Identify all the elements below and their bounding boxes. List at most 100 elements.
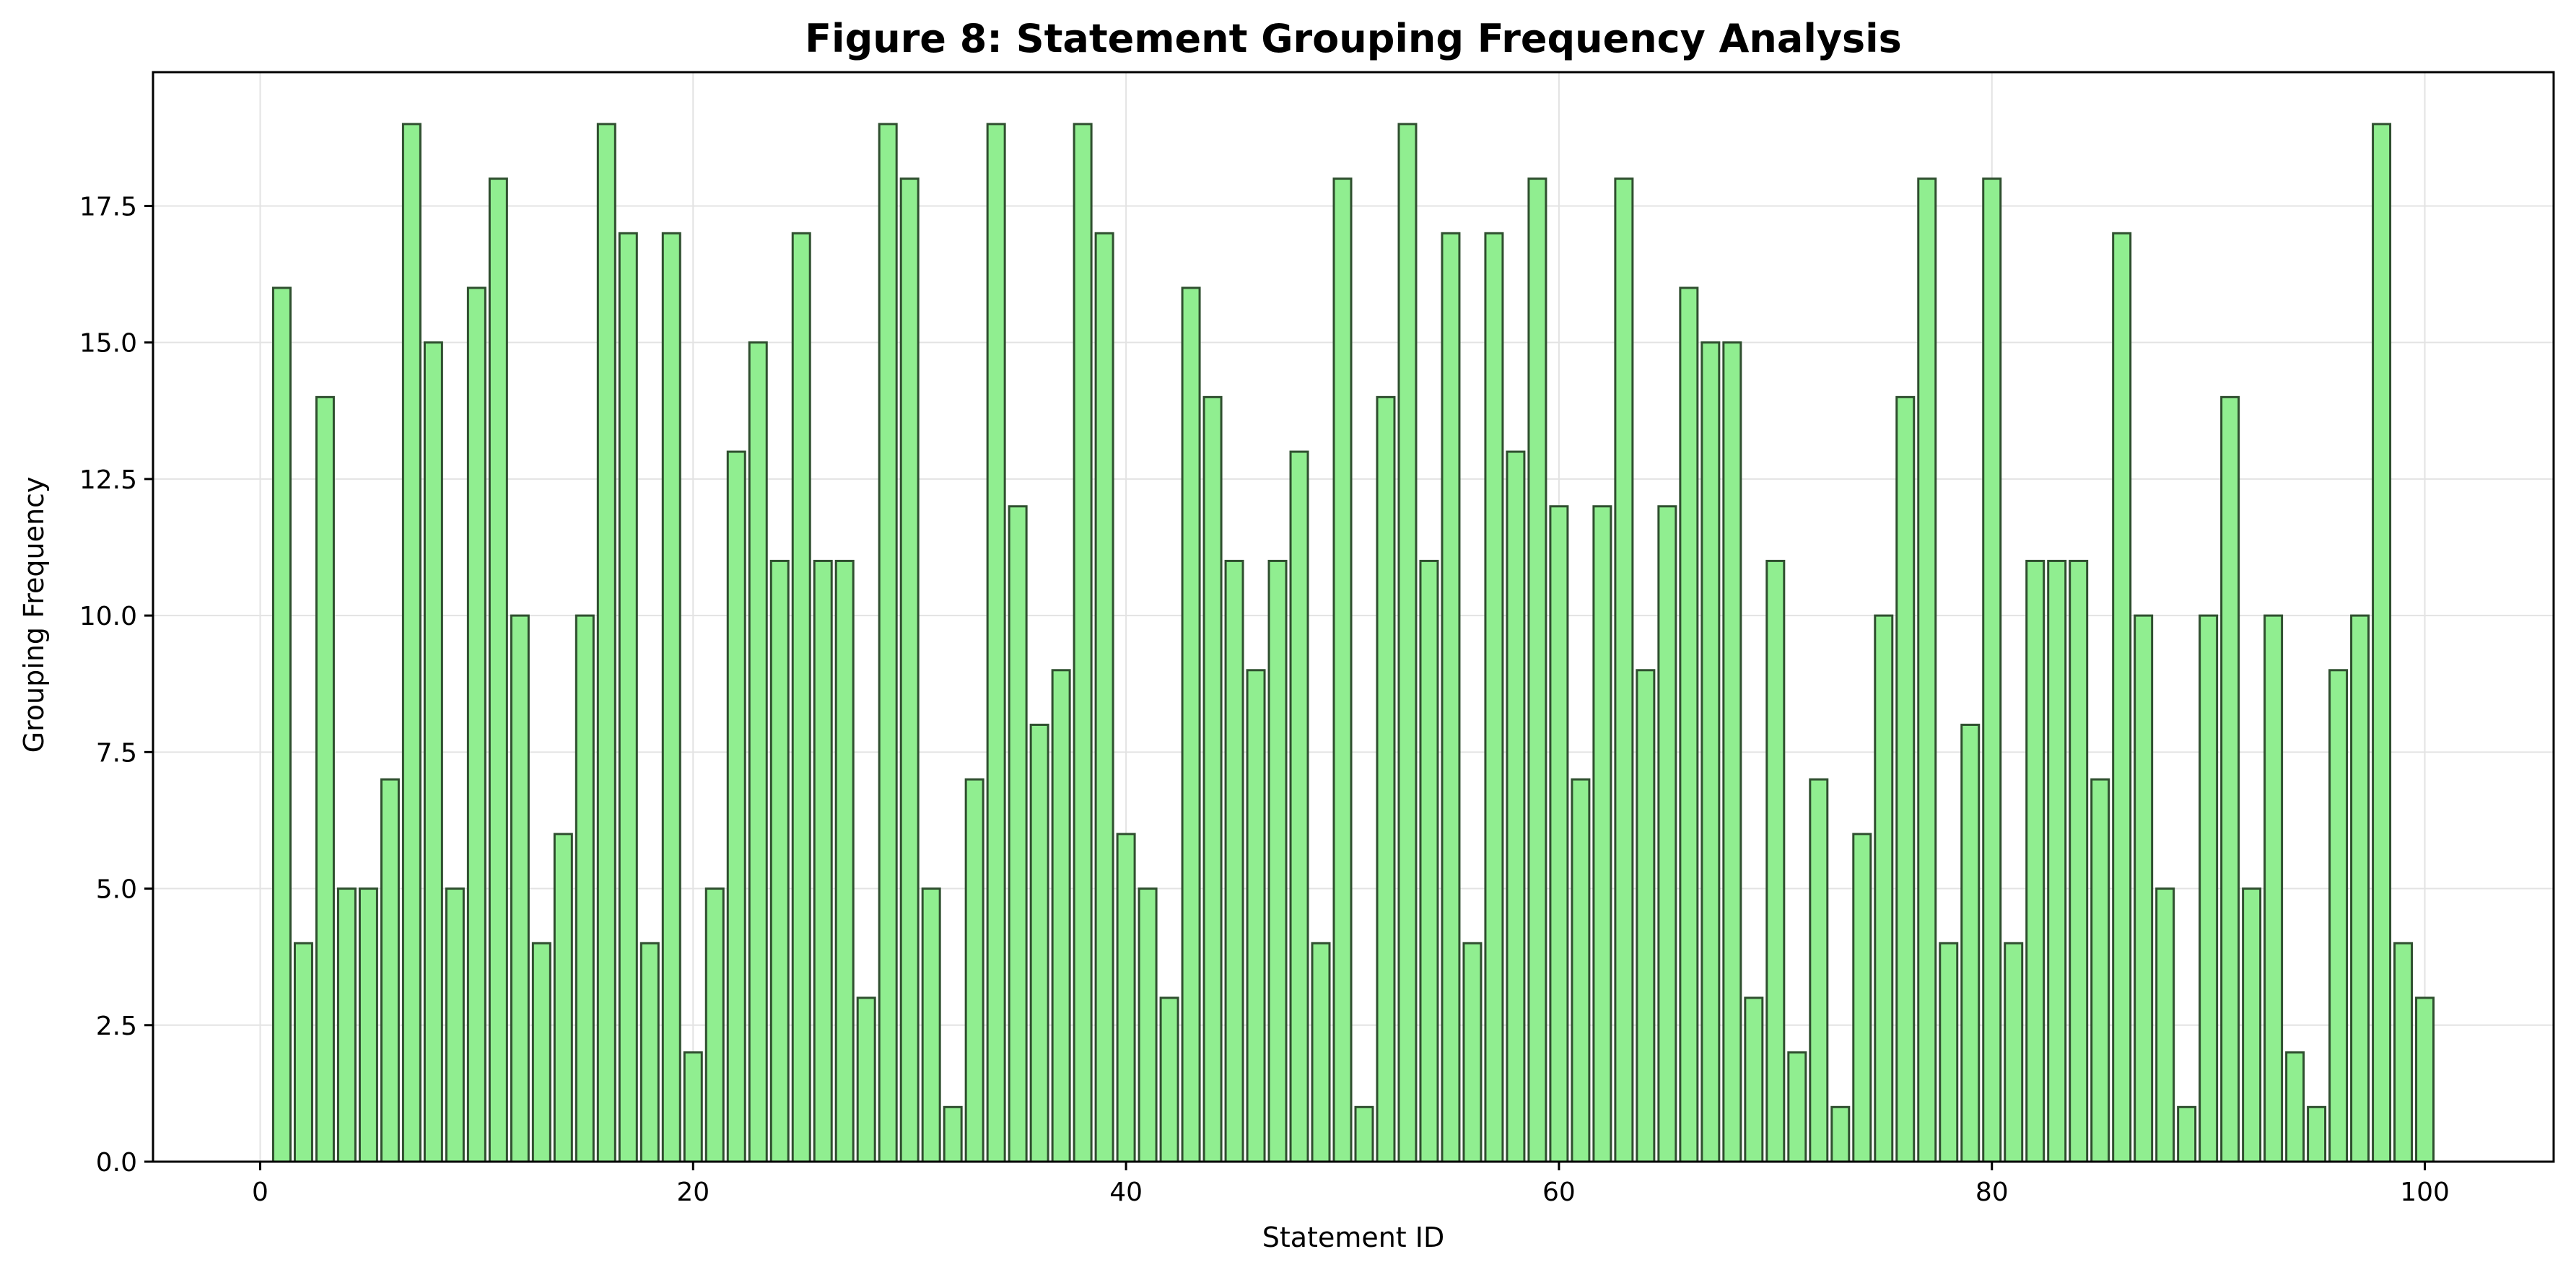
bar-statement-82 <box>2025 559 2045 1163</box>
bar-statement-71 <box>1787 1051 1807 1163</box>
bar-statement-69 <box>1744 996 1764 1163</box>
y-tick-label: 17.5 <box>79 192 137 222</box>
bar-statement-78 <box>1939 942 1959 1163</box>
bar-statement-36 <box>1029 723 1049 1163</box>
bar-statement-55 <box>1441 232 1461 1163</box>
bar-statement-81 <box>2004 942 2024 1163</box>
bar-statement-57 <box>1484 232 1504 1163</box>
bar-statement-100 <box>2415 996 2435 1163</box>
y-tick-label: 5.0 <box>96 875 137 905</box>
bar-statement-42 <box>1159 996 1179 1163</box>
bar-statement-40 <box>1116 833 1136 1163</box>
bar-statement-44 <box>1202 395 1223 1163</box>
bar-statement-97 <box>2350 614 2370 1163</box>
bar-statement-98 <box>2372 123 2392 1163</box>
bar-statement-33 <box>964 778 984 1163</box>
bar-statement-12 <box>510 614 530 1163</box>
bar-statement-96 <box>2328 669 2349 1163</box>
bar-statement-48 <box>1289 450 1309 1163</box>
bar-statement-86 <box>2112 232 2132 1163</box>
bar-statement-53 <box>1397 123 1418 1163</box>
bar-statement-94 <box>2285 1051 2305 1163</box>
bar-statement-99 <box>2393 942 2414 1163</box>
bar-statement-49 <box>1311 942 1331 1163</box>
x-tick-label: 100 <box>2400 1178 2450 1207</box>
bar-statement-73 <box>1830 1105 1851 1163</box>
bars <box>271 123 2435 1163</box>
bar-statement-18 <box>639 942 660 1163</box>
x-axis-label: Statement ID <box>1262 1222 1445 1253</box>
bar-statement-50 <box>1332 177 1353 1163</box>
bar-statement-39 <box>1094 232 1114 1163</box>
x-tick-label: 80 <box>1975 1178 2009 1207</box>
bar-statement-83 <box>2047 559 2067 1163</box>
bar-statement-66 <box>1679 286 1699 1163</box>
bar-statement-54 <box>1419 559 1439 1163</box>
bar-statement-13 <box>531 942 551 1163</box>
bar-statement-24 <box>769 559 790 1163</box>
bar-statement-61 <box>1571 778 1591 1163</box>
y-tick-label: 0.0 <box>96 1148 137 1178</box>
bar-statement-92 <box>2242 887 2262 1163</box>
bar-statement-21 <box>704 887 725 1163</box>
bar-statement-59 <box>1527 177 1547 1163</box>
bar-statement-3 <box>315 395 335 1163</box>
bar-statement-6 <box>380 778 400 1163</box>
bar-statement-37 <box>1051 669 1071 1163</box>
bar-statement-26 <box>813 559 833 1163</box>
bar-statement-4 <box>336 887 357 1163</box>
bar-statement-34 <box>986 123 1006 1163</box>
y-tick-label: 2.5 <box>96 1012 137 1041</box>
bar-statement-56 <box>1462 942 1483 1163</box>
bar-statement-90 <box>2199 614 2219 1163</box>
bar-statement-91 <box>2220 395 2240 1163</box>
bar-statement-28 <box>856 996 876 1163</box>
bar-statement-25 <box>791 232 811 1163</box>
y-axis-label: Grouping Frequency <box>18 477 50 753</box>
bar-statement-46 <box>1246 669 1266 1163</box>
bar-statement-47 <box>1267 559 1288 1163</box>
bar-statement-70 <box>1765 559 1786 1163</box>
bar-statement-76 <box>1895 395 1916 1163</box>
bar-statement-38 <box>1073 123 1093 1163</box>
bar-statement-41 <box>1138 887 1158 1163</box>
bar-statement-16 <box>596 123 616 1163</box>
y-tick-label: 7.5 <box>96 738 137 768</box>
bar-statement-68 <box>1722 341 1742 1163</box>
x-tick-label: 0 <box>252 1178 268 1207</box>
bar-statement-20 <box>683 1051 703 1163</box>
plot-frame <box>152 71 2555 1163</box>
bar-statement-5 <box>358 887 378 1163</box>
bar-statement-84 <box>2069 559 2089 1163</box>
bar-statement-9 <box>445 887 465 1163</box>
bar-statement-17 <box>618 232 638 1163</box>
bar-statement-45 <box>1224 559 1244 1163</box>
bar-statement-11 <box>488 177 508 1163</box>
bar-statement-7 <box>401 123 422 1163</box>
y-tick-label: 15.0 <box>79 329 137 359</box>
bar-statement-65 <box>1657 505 1677 1163</box>
bar-statement-52 <box>1376 395 1396 1163</box>
bar-statement-80 <box>1982 177 2002 1163</box>
bar-statement-72 <box>1809 778 1829 1163</box>
bar-statement-10 <box>466 286 486 1163</box>
bar-statement-93 <box>2263 614 2284 1163</box>
bar-statement-23 <box>748 341 768 1163</box>
bar-statement-19 <box>661 232 681 1163</box>
x-tick-label: 20 <box>676 1178 710 1207</box>
bar-statement-62 <box>1592 505 1612 1163</box>
bar-statement-14 <box>553 833 573 1163</box>
bar-statement-1 <box>271 286 292 1163</box>
bar-statement-67 <box>1700 341 1721 1163</box>
bar-statement-85 <box>2090 778 2110 1163</box>
bar-statement-75 <box>1874 614 1894 1163</box>
y-tick-label: 10.0 <box>79 602 137 631</box>
bar-statement-64 <box>1636 669 1656 1163</box>
bar-statement-79 <box>1960 723 1981 1163</box>
bar-statement-51 <box>1354 1105 1374 1163</box>
bar-statement-27 <box>834 559 855 1163</box>
bar-statement-89 <box>2177 1105 2197 1163</box>
chart-title: Figure 8: Statement Grouping Frequency A… <box>805 16 1902 61</box>
bar-statement-43 <box>1181 286 1201 1163</box>
